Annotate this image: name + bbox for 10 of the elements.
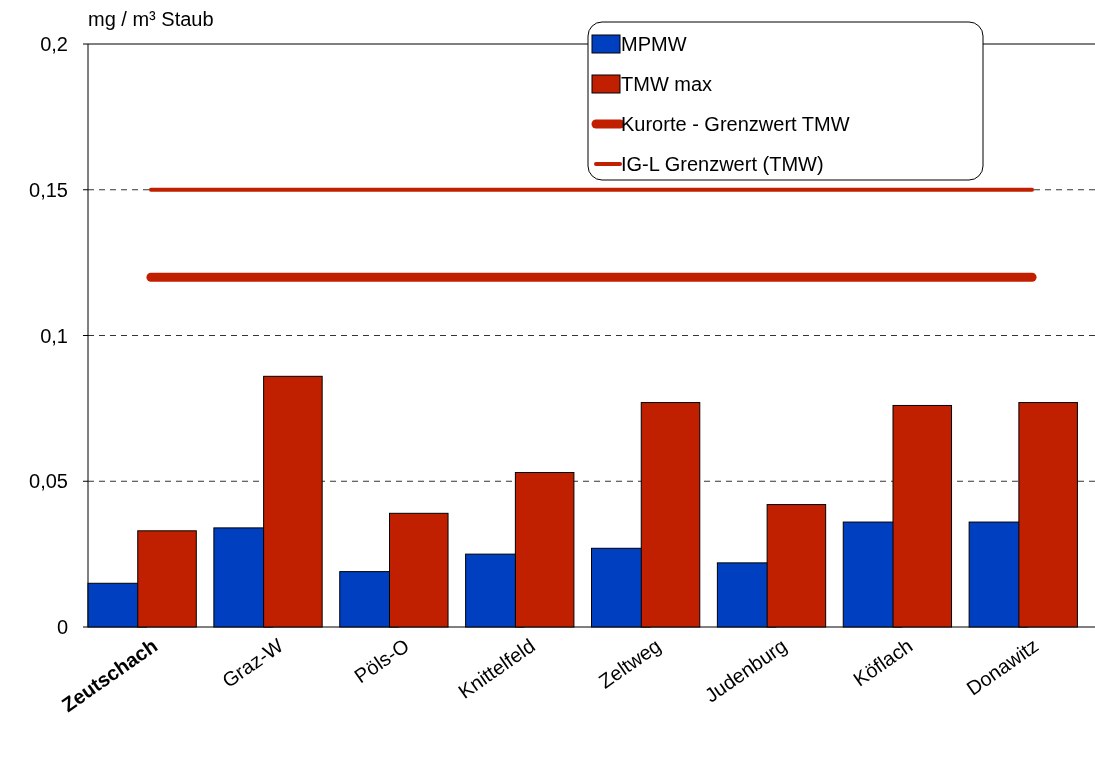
y-tick-label: 0,1 bbox=[40, 324, 68, 347]
legend-label: Kurorte - Grenzwert TMW bbox=[621, 113, 850, 135]
y-tick-label: 0 bbox=[56, 616, 68, 638]
legend-label: TMW max bbox=[621, 73, 713, 95]
y-tick-label: 0,05 bbox=[29, 470, 68, 493]
legend-label: MPMW bbox=[621, 33, 687, 55]
y-tick-label: 0,2 bbox=[40, 33, 68, 55]
y-tick-label: 0,15 bbox=[29, 178, 68, 201]
legend-label: IG-L Grenzwert (TMW) bbox=[621, 153, 824, 175]
y-axis-title: mg / m³ Staub bbox=[88, 8, 214, 30]
